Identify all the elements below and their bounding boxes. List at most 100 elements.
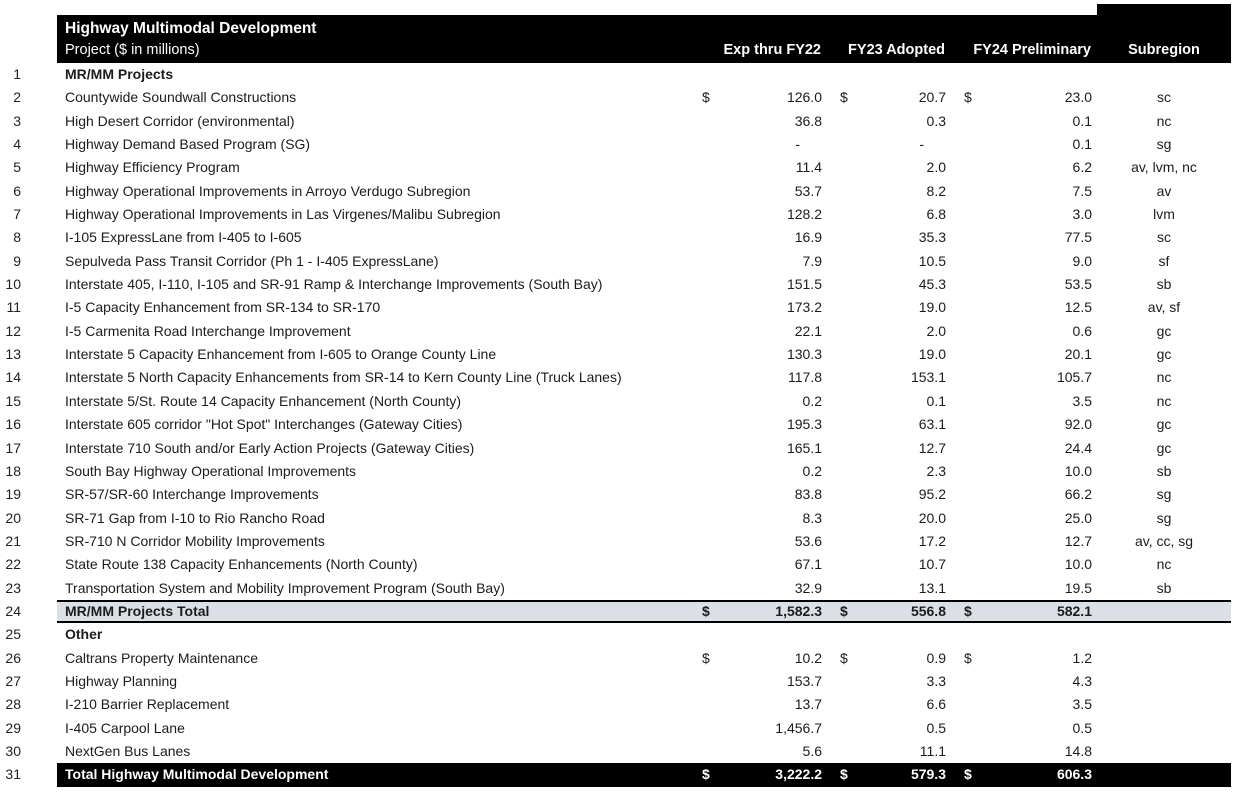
exp-fy22-cell[interactable]: $126.0 [689,86,827,109]
project-name-cell[interactable]: Highway Planning [65,672,178,689]
exp-fy22-cell[interactable]: $3,222.2 [689,763,827,786]
project-name-cell[interactable]: SR-57/SR-60 Interchange Improvements [65,486,319,503]
fy24-preliminary-cell[interactable]: 4.3 [951,670,1097,693]
subregion-cell[interactable]: nc [1156,369,1172,386]
exp-fy22-cell[interactable]: 5.6 [689,740,827,763]
fy24-preliminary-cell[interactable]: 25.0 [951,507,1097,530]
row-number[interactable]: 9 [13,252,21,269]
project-name-cell[interactable]: Total Highway Multimodal Development [65,766,329,783]
exp-fy22-cell[interactable]: - [689,133,827,156]
subregion-cell[interactable]: lvm [1153,206,1175,223]
row-number[interactable]: 2 [13,89,21,106]
project-name-cell[interactable]: Interstate 605 corridor "Hot Spot" Inter… [65,416,463,433]
fy23-adopted-cell[interactable]: - [827,133,951,156]
fy23-adopted-cell[interactable]: 6.8 [827,203,951,226]
fy24-preliminary-cell[interactable]: 20.1 [951,343,1097,366]
row-number[interactable]: 5 [13,159,21,176]
fy24-preliminary-cell[interactable]: $1.2 [951,647,1097,670]
row-number[interactable]: 3 [13,112,21,129]
subregion-cell[interactable]: sb [1156,462,1172,479]
fy24-preliminary-cell[interactable]: 12.7 [951,530,1097,553]
column-header-fy23-adopted[interactable]: FY23 Adopted [848,42,945,58]
exp-fy22-cell[interactable]: 1,456.7 [689,717,827,740]
project-name-cell[interactable]: Highway Operational Improvements in Las … [65,206,501,223]
row-number[interactable]: 28 [5,696,21,713]
exp-fy22-cell[interactable]: 195.3 [689,413,827,436]
subregion-cell[interactable]: av, sf [1147,299,1181,316]
row-number[interactable]: 10 [5,276,21,293]
row-number[interactable]: 25 [5,626,21,643]
project-name-cell[interactable]: Interstate 710 South and/or Early Action… [65,439,475,456]
exp-fy22-cell[interactable]: 151.5 [689,273,827,296]
fy24-preliminary-cell[interactable]: 3.5 [951,693,1097,716]
project-name-cell[interactable]: Highway Operational Improvements in Arro… [65,182,471,199]
exp-fy22-cell[interactable] [689,63,827,86]
exp-fy22-cell[interactable]: 173.2 [689,296,827,319]
subregion-cell[interactable]: nc [1156,392,1172,409]
fy23-adopted-cell[interactable]: 19.0 [827,343,951,366]
row-number[interactable]: 1 [13,66,21,82]
fy23-adopted-cell[interactable] [827,623,951,646]
fy23-adopted-cell[interactable]: 20.0 [827,507,951,530]
row-number[interactable]: 27 [5,672,21,689]
fy23-adopted-cell[interactable]: 19.0 [827,296,951,319]
subregion-cell[interactable]: nc [1156,112,1172,129]
fy24-preliminary-cell[interactable]: 10.0 [951,553,1097,576]
fy23-adopted-cell[interactable]: 0.3 [827,110,951,133]
project-name-cell[interactable]: Interstate 5 Capacity Enhancement from I… [65,346,497,363]
subregion-cell[interactable]: gc [1156,346,1172,363]
fy23-adopted-cell[interactable]: 2.3 [827,460,951,483]
exp-fy22-cell[interactable]: 153.7 [689,670,827,693]
column-header-exp-fy22[interactable]: Exp thru FY22 [723,42,822,58]
exp-fy22-cell[interactable]: 0.2 [689,460,827,483]
project-name-cell[interactable]: Highway Efficiency Program [65,159,240,176]
project-name-cell[interactable]: Interstate 5/St. Route 14 Capacity Enhan… [65,392,462,409]
fy23-adopted-cell[interactable]: 10.7 [827,553,951,576]
row-number[interactable]: 15 [5,392,21,409]
subregion-cell[interactable]: av, cc, sg [1134,532,1194,549]
fy23-adopted-cell[interactable]: 12.7 [827,437,951,460]
subregion-cell[interactable]: nc [1156,556,1172,573]
project-name-cell[interactable]: Caltrans Property Maintenance [65,649,258,666]
exp-fy22-cell[interactable]: 130.3 [689,343,827,366]
exp-fy22-cell[interactable]: $1,582.3 [689,602,827,622]
subregion-cell[interactable] [1097,693,1231,716]
exp-fy22-cell[interactable]: 83.8 [689,483,827,506]
row-number[interactable]: 12 [5,322,21,339]
fy23-adopted-cell[interactable] [827,63,951,86]
fy24-preliminary-cell[interactable]: 10.0 [951,460,1097,483]
subregion-cell[interactable]: sf [1158,252,1170,269]
subregion-cell[interactable]: gc [1156,416,1172,433]
row-number[interactable]: 20 [5,509,21,526]
project-name-cell[interactable]: I-105 ExpressLane from I-405 to I-605 [65,229,302,246]
fy24-preliminary-cell[interactable]: 0.1 [951,110,1097,133]
fy23-adopted-cell[interactable]: 0.1 [827,390,951,413]
project-name-cell[interactable]: MR/MM Projects [65,66,174,82]
subregion-cell[interactable] [1097,670,1231,693]
exp-fy22-cell[interactable]: 36.8 [689,110,827,133]
column-header-fy24-preliminary[interactable]: FY24 Preliminary [973,42,1091,58]
fy23-adopted-cell[interactable]: $579.3 [827,763,951,786]
row-number[interactable]: 8 [13,229,21,246]
row-number[interactable]: 24 [5,602,21,619]
project-name-cell[interactable]: I-5 Carmenita Road Interchange Improveme… [65,322,351,339]
project-name-cell[interactable]: State Route 138 Capacity Enhancements (N… [65,556,418,573]
fy24-preliminary-cell[interactable]: 0.5 [951,717,1097,740]
exp-fy22-cell[interactable]: 32.9 [689,577,827,600]
subregion-cell[interactable] [1097,717,1231,740]
exp-fy22-cell[interactable]: 8.3 [689,507,827,530]
project-name-cell[interactable]: Highway Demand Based Program (SG) [65,136,311,153]
fy24-preliminary-cell[interactable]: 14.8 [951,740,1097,763]
fy24-preliminary-cell[interactable]: $606.3 [951,763,1097,786]
row-number[interactable]: 22 [5,556,21,573]
row-number[interactable]: 26 [5,649,21,666]
subregion-cell[interactable] [1097,740,1231,763]
subregion-cell[interactable] [1097,63,1231,86]
subregion-cell[interactable] [1097,602,1231,622]
fy23-adopted-cell[interactable]: 10.5 [827,250,951,273]
row-number[interactable]: 16 [5,416,21,433]
project-name-cell[interactable]: Interstate 405, I-110, I-105 and SR-91 R… [65,276,603,293]
subregion-cell[interactable]: av [1156,182,1172,199]
fy23-adopted-cell[interactable]: 2.0 [827,320,951,343]
fy23-adopted-cell[interactable]: 11.1 [827,740,951,763]
